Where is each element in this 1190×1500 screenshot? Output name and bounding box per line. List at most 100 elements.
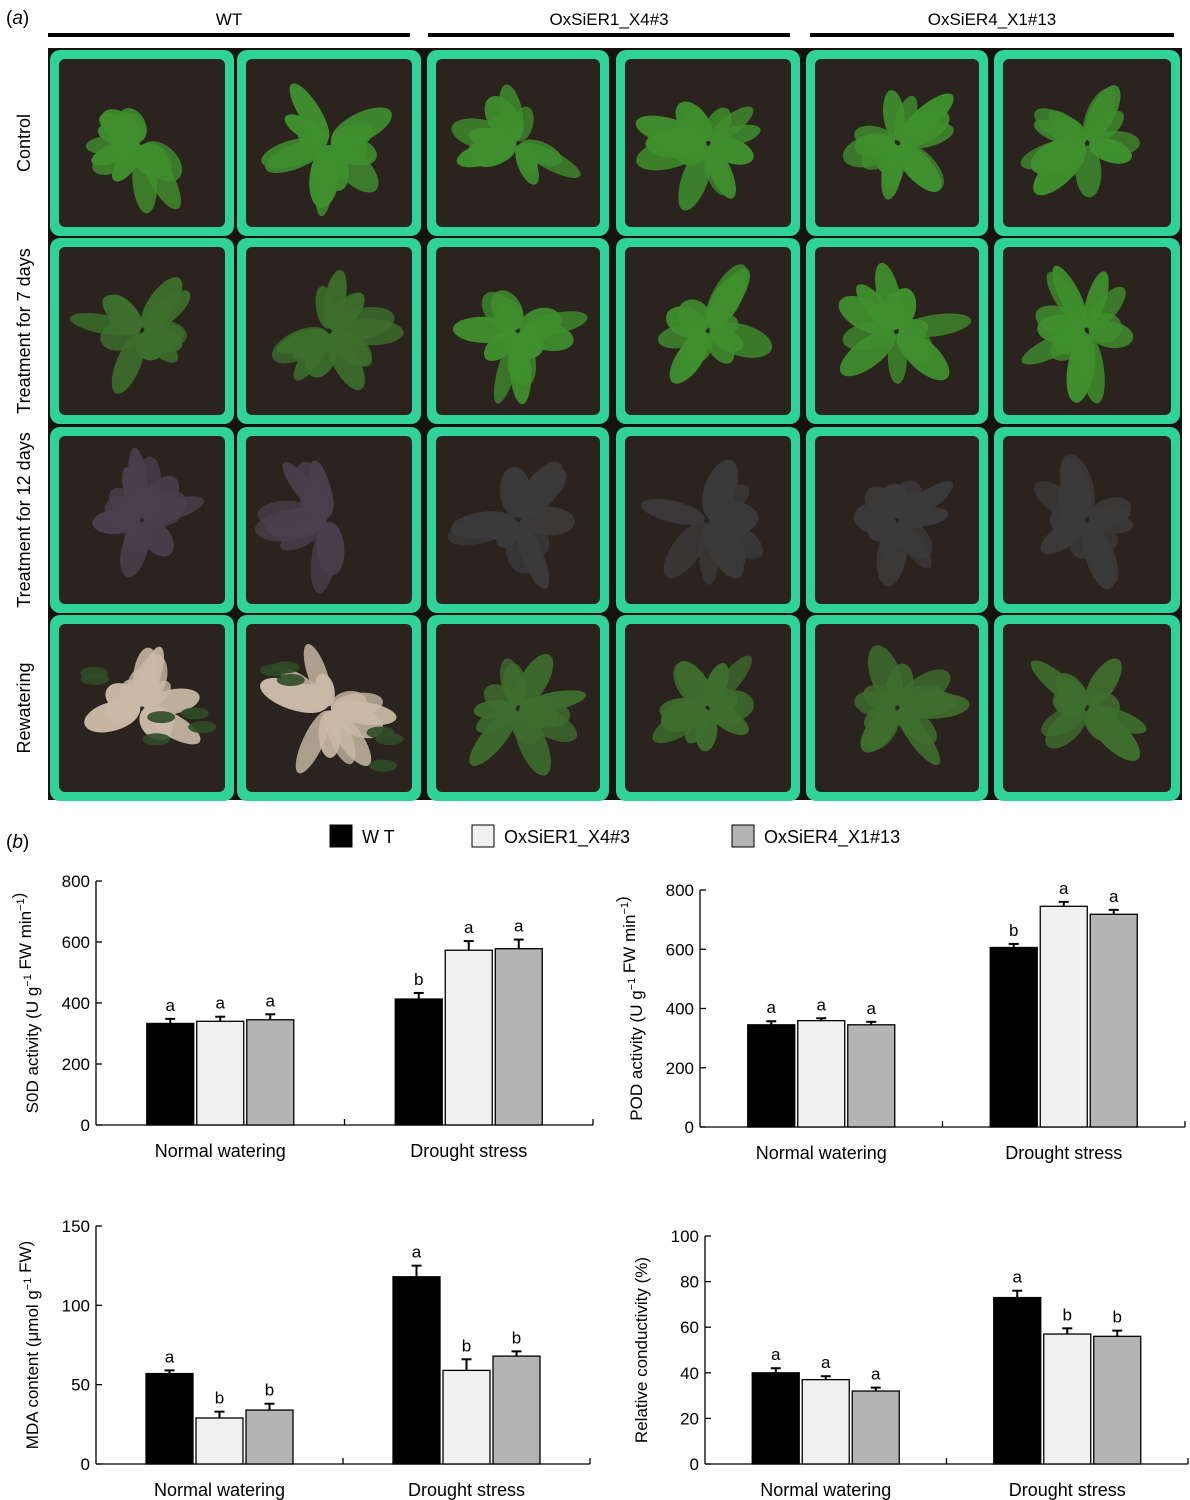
plant-pot [427,50,609,236]
group-header-label: OxSiER1_X4#3 [549,10,668,29]
row-labels: Control Treatment for 7 days Treatment for… [14,114,34,754]
row-label: Treatment for 7 days [14,248,34,413]
leaf [896,330,932,365]
x-category-label: Drought stress [408,1480,525,1500]
group-header-label: OxSiER4_X1#13 [928,10,1057,29]
bar [444,949,493,1126]
panel-b-label: (b) [6,832,29,854]
bar [392,1276,441,1465]
leaf [894,519,933,559]
significance-letter: a [166,996,176,1015]
bar [989,946,1038,1128]
y-tick-label: 200 [666,1059,694,1078]
leaf [289,83,330,141]
significance-letter: a [771,1345,781,1364]
x-category-label: Drought stress [1005,1143,1122,1163]
leaf [111,333,146,394]
plant-pot [50,50,234,236]
plant-pot [427,427,609,613]
leaf [708,484,750,521]
leaf [854,125,896,150]
leaf [709,706,749,735]
row-label: Treatment for 12 days [14,432,34,607]
pot-soil [625,624,791,792]
leaf [124,521,154,554]
legend-swatch [471,824,495,848]
x-category-label: Drought stress [1009,1480,1126,1500]
leaf [1075,145,1102,198]
y-tick-label: 50 [71,1376,90,1395]
row-label: Rewatering [14,662,34,753]
leaf [269,511,327,538]
legend-label: OxSiER4_X1#13 [764,827,900,848]
leaf [1088,497,1132,528]
leaf [1085,658,1122,707]
leaf [1052,265,1089,329]
x-category-label: Normal watering [760,1480,891,1500]
leaf [1030,137,1086,175]
y-tick-label: 200 [62,1055,90,1074]
pot-soil [1003,436,1171,604]
leaf [659,697,706,722]
sod-activity-chart: 0 200 400 600 800 S0D activity (U g−1 FW min−… [9,872,594,1161]
pot-soil [59,247,225,415]
leaf [520,506,575,536]
plant-pot [616,615,800,801]
significance-letter: b [414,970,423,989]
significance-letter: a [1059,879,1069,898]
bar [196,1020,245,1126]
leaf [322,522,345,567]
leaf [144,496,204,523]
bar [993,1296,1042,1465]
leaf [282,462,329,518]
leaf [1082,523,1115,590]
y-tick-label: 600 [62,933,90,952]
leaf [678,145,713,211]
panel-b-label-close: ) [22,832,30,853]
y-tick-label: 20 [680,1409,699,1428]
significance-letter: a [1013,1268,1023,1287]
plant-pot [994,238,1180,424]
y-tick-label: 0 [690,1455,699,1474]
plant-pot [806,50,988,236]
leaf [447,513,515,546]
leaf [300,328,331,359]
significance-letter: a [1109,887,1119,906]
legend-swatch [329,824,353,848]
plant-pot [806,238,988,424]
leaf [1084,707,1116,742]
panel-a-label-open: ( [6,8,13,29]
row-label: Control [14,114,34,172]
significance-letter: b [462,1336,471,1355]
bar [394,998,443,1126]
leaf [677,299,712,334]
plant-pot [994,50,1180,236]
plant-pot [427,238,609,424]
bar [146,1022,195,1126]
leaf [328,292,365,331]
leaf [842,321,895,351]
significance-letter: b [215,1389,224,1408]
leaf [516,461,563,519]
plant-pot [237,427,421,613]
y-tick-label: 0 [81,1116,90,1135]
bar [851,1390,900,1465]
leaf [1086,286,1126,331]
legend-label: W T [362,827,395,847]
significance-letter: a [821,1353,831,1372]
plant-pot [616,427,800,613]
pot-soil [815,624,979,792]
bar [801,1378,850,1465]
plant-pot [50,427,234,613]
plant-pot [237,615,421,801]
plant-pot [237,238,421,424]
pot-soil [59,59,225,227]
leaf [276,674,305,687]
significance-letter: a [266,991,276,1010]
significance-letter: b [265,1381,274,1400]
x-category-label: Normal watering [154,1480,285,1500]
leaf [516,523,550,589]
pot-grid [50,50,1180,801]
leaf [139,646,164,706]
leaf [706,520,746,567]
